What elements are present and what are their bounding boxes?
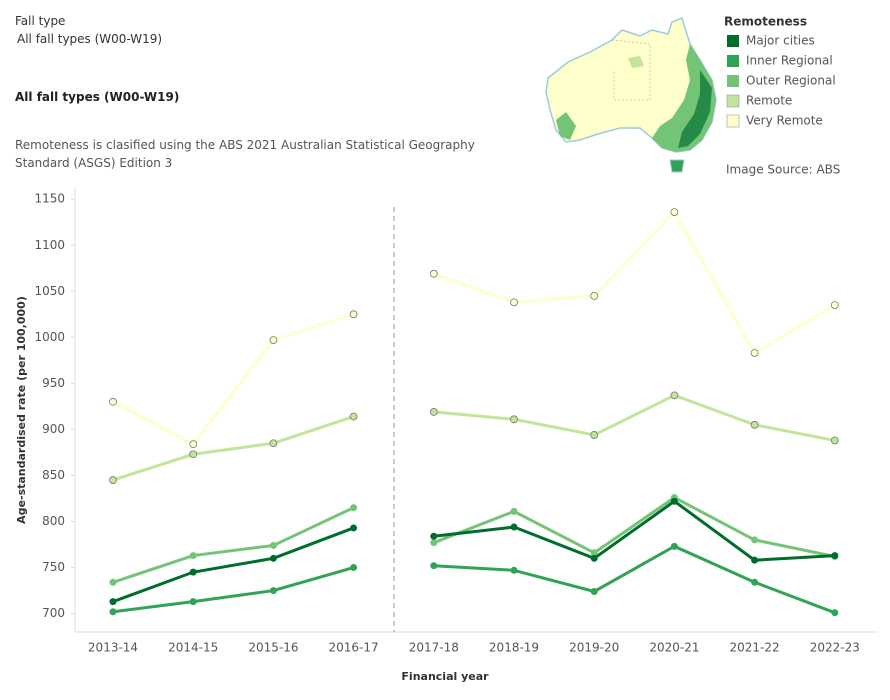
series-line — [433, 209, 836, 356]
x-tick-label: 2019-20 — [569, 641, 619, 655]
image-source: Image Source: ABS — [726, 163, 840, 177]
filter-value[interactable]: All fall types (W00-W19) — [17, 32, 163, 46]
y-tick-label: 1150 — [34, 192, 65, 206]
y-tick-label: 800 — [42, 514, 65, 528]
data-point — [751, 578, 759, 586]
x-tick-label: 2013-14 — [88, 641, 138, 655]
series-line — [112, 526, 355, 604]
data-point — [750, 420, 759, 429]
data-point — [189, 598, 197, 606]
data-point — [269, 587, 277, 595]
data-point — [430, 532, 438, 540]
legend-label: Outer Regional — [746, 74, 836, 88]
data-point — [109, 397, 117, 406]
data-point — [269, 541, 277, 549]
data-point — [349, 412, 358, 421]
data-point — [590, 549, 598, 557]
data-point — [109, 598, 117, 606]
filter-label: Fall type — [15, 14, 66, 28]
data-point — [590, 554, 598, 562]
series-line — [433, 495, 836, 558]
data-point — [350, 504, 358, 512]
data-point — [670, 208, 679, 217]
data-point — [510, 298, 518, 307]
y-axis-title: Age-standardised rate (per 100,000) — [15, 296, 28, 524]
data-point — [189, 440, 198, 449]
legend-swatch — [726, 94, 740, 108]
legend-label: Major cities — [746, 34, 815, 48]
data-point — [269, 336, 278, 344]
data-point — [350, 524, 358, 532]
series-line — [112, 506, 355, 584]
data-point — [831, 609, 839, 617]
data-point — [429, 269, 438, 278]
data-point — [831, 552, 839, 560]
data-point — [670, 542, 678, 550]
data-point — [670, 391, 679, 400]
data-point — [590, 291, 599, 300]
y-tick-label: 750 — [42, 560, 65, 574]
x-tick-label: 2022-23 — [810, 641, 860, 655]
legend-swatch — [727, 75, 739, 87]
data-point — [751, 556, 759, 564]
legend-label: Inner Regional — [746, 54, 833, 68]
data-point — [189, 568, 197, 576]
y-tick-label: 900 — [42, 422, 65, 436]
data-point — [430, 562, 438, 570]
legend-label: Very Remote — [746, 114, 823, 128]
x-axis-title: Financial year — [401, 670, 489, 683]
data-point — [830, 436, 839, 445]
x-tick-label: 2021-22 — [730, 641, 780, 655]
data-point — [590, 431, 599, 439]
data-point — [109, 608, 117, 616]
legend-label: Remote — [746, 94, 792, 108]
x-tick-label: 2015-16 — [248, 641, 298, 655]
series-line — [433, 544, 836, 615]
x-tick-label: 2017-18 — [409, 641, 459, 655]
note: Remoteness is clasified using the ABS 20… — [15, 138, 475, 170]
y-tick-label: 1050 — [34, 284, 65, 298]
data-point — [109, 578, 117, 586]
y-tick-label: 950 — [42, 376, 65, 390]
australia-map — [545, 17, 717, 173]
data-point — [269, 439, 278, 448]
y-tick-label: 1100 — [34, 238, 65, 252]
y-tick-label: 850 — [42, 468, 65, 482]
data-point — [510, 523, 518, 531]
data-point — [350, 564, 358, 572]
data-point — [189, 552, 197, 560]
x-tick-label: 2014-15 — [168, 641, 218, 655]
legend-swatch — [727, 35, 739, 47]
data-point — [510, 566, 518, 574]
data-point — [430, 539, 438, 547]
data-point — [830, 301, 839, 310]
x-tick-label: 2020-21 — [649, 641, 699, 655]
data-point — [109, 476, 117, 484]
x-tick-label: 2016-17 — [329, 641, 379, 655]
series-line — [433, 499, 835, 562]
y-tick-label: 700 — [42, 606, 65, 620]
legend-swatch — [727, 55, 739, 67]
chart-title: All fall types (W00-W19) — [15, 90, 180, 104]
legend-swatch — [726, 114, 740, 128]
series-line — [112, 566, 355, 614]
series-line — [112, 415, 355, 482]
x-tick-label: 2018-19 — [489, 641, 539, 655]
data-point — [590, 587, 598, 595]
legend-title: Remoteness — [724, 15, 807, 29]
series-line — [433, 393, 836, 442]
data-point — [429, 408, 438, 416]
y-tick-label: 1000 — [34, 330, 65, 344]
data-point — [349, 310, 358, 319]
data-point — [750, 349, 759, 357]
data-point — [510, 507, 518, 515]
data-point — [269, 554, 277, 562]
data-point — [189, 450, 198, 459]
data-point — [510, 415, 518, 424]
data-point — [751, 536, 759, 544]
series-line — [112, 312, 355, 447]
data-point — [670, 497, 678, 505]
